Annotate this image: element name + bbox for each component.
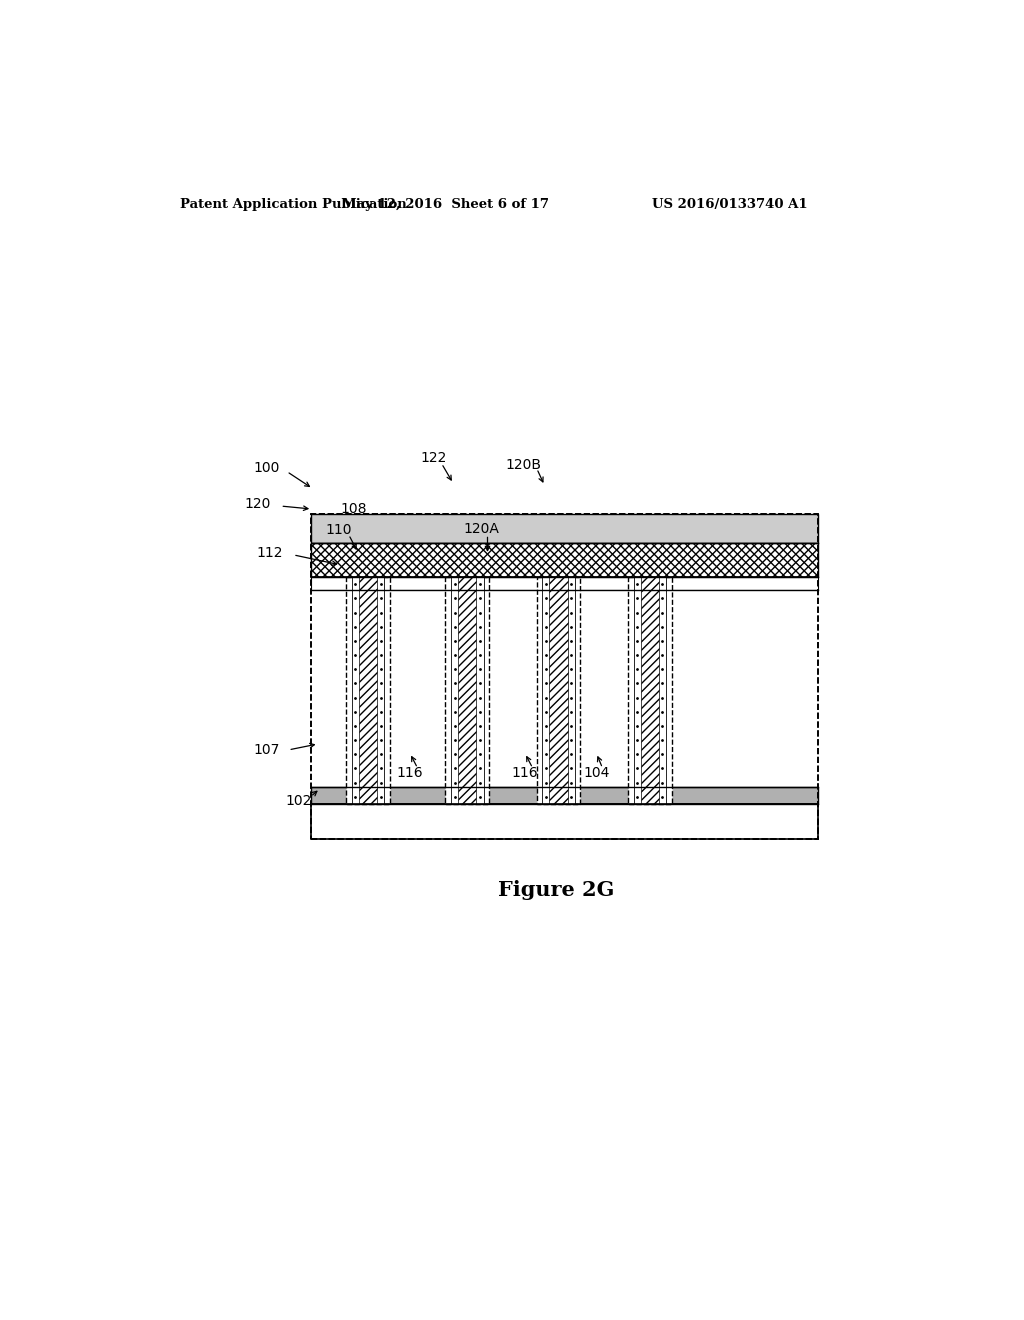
Bar [634,577,666,804]
Bar [543,577,550,804]
Text: 112: 112 [256,545,283,560]
Bar [567,577,574,804]
Text: 120: 120 [244,496,270,511]
Bar [310,515,818,840]
Bar [310,804,818,840]
Bar [352,577,384,804]
Bar [310,577,818,590]
Text: 116: 116 [511,767,539,780]
Bar [352,577,359,804]
Bar [543,577,574,804]
Text: 122: 122 [420,451,446,465]
Bar [451,577,483,804]
Bar [476,577,483,804]
Text: 100: 100 [254,462,281,475]
Bar [310,787,818,804]
Text: 120A: 120A [463,523,499,536]
Text: 120B: 120B [505,458,542,473]
Text: 102: 102 [286,793,312,808]
Text: 104: 104 [583,767,609,780]
Bar [628,577,672,804]
Text: 116: 116 [396,767,423,780]
Bar [451,577,458,804]
Bar [310,590,818,787]
Text: Patent Application Publication: Patent Application Publication [179,198,407,211]
Text: Figure 2G: Figure 2G [499,880,614,900]
Bar [377,577,384,804]
Text: US 2016/0133740 A1: US 2016/0133740 A1 [652,198,807,211]
Bar [537,577,581,804]
Bar [634,577,641,804]
Bar [346,577,390,804]
Text: 110: 110 [325,524,351,537]
Bar [445,577,489,804]
Text: 108: 108 [341,502,368,516]
Bar [310,515,818,543]
Bar [310,543,818,577]
Bar [310,515,818,840]
Bar [658,577,666,804]
Bar [310,543,818,577]
Text: May 12, 2016  Sheet 6 of 17: May 12, 2016 Sheet 6 of 17 [342,198,549,211]
Text: 107: 107 [254,743,281,756]
